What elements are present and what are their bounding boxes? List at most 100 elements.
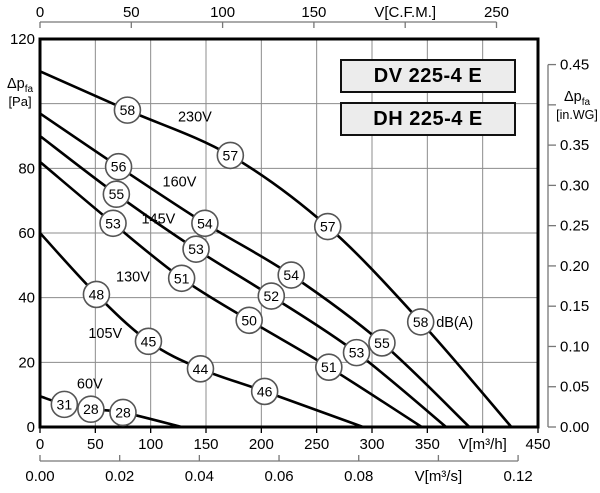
curve-160V [40,112,471,428]
db-marker-value: 54 [283,267,299,283]
db-marker-value: 57 [223,147,239,163]
x-axis-label: 100 [138,436,163,453]
top-ruler-label: 50 [123,4,140,21]
bottom-ruler-label: 0.12 [503,468,532,485]
series-label-130V: 130V [116,270,150,286]
y-left-title-main: Δp [6,76,25,92]
bottom-ruler-label: 0.06 [264,468,293,485]
y-right-title-main: Δp [563,89,582,105]
db-marker-value: 45 [141,333,157,349]
db-marker-value: 46 [257,383,273,399]
series-label-160V: 160V [163,174,197,190]
db-marker-value: 58 [120,102,136,118]
right-ruler-label: 0.00 [560,419,589,436]
db-marker-value: 50 [241,312,257,328]
y-left-label: 60 [18,225,35,242]
x-axis-label: 150 [193,436,218,453]
y-left-title-unit: [Pa] [8,94,32,110]
top-ruler-label: 100 [210,4,235,21]
model-badge-dv: DV 225-4 E [340,59,516,93]
y-left-label: 0 [27,419,35,436]
series-label-230V: 230V [178,110,212,126]
y-right-axis-title: Δpfa [in.WG] [554,89,600,123]
y-left-label: 120 [10,31,35,48]
y-right-title-sub: fa [581,96,591,108]
right-ruler-label: 0.05 [560,379,589,396]
right-ruler-label: 0.10 [560,338,589,355]
plot-frame [38,37,540,429]
db-unit-label: dB(A) [436,315,473,331]
y-left-label: 20 [18,354,35,371]
db-marker-value: 48 [89,286,105,302]
x-axis-label: V[m³/h] [458,436,506,453]
x-axis-label: 450 [525,436,550,453]
y-left-label: 40 [18,290,35,307]
db-marker-circle [257,282,286,310]
db-marker-circle [406,308,435,336]
db-marker-circle [167,264,196,293]
bottom-ruler-label: V[m³/s] [415,468,463,485]
series-label-60V: 60V [77,376,103,392]
db-marker-circle [99,209,127,238]
x-axis-label: 0 [36,436,44,453]
model-badge-dh: DH 225-4 E [340,102,516,136]
db-marker-circle [186,354,215,383]
db-marker-value: 53 [188,241,204,257]
db-marker-circle [250,377,279,406]
db-marker-value: 51 [321,359,337,375]
db-marker-circle [313,212,342,241]
right-ruler-label: 0.15 [560,298,589,315]
db-marker-circle [191,209,219,238]
db-marker-circle [113,96,142,124]
x-axis-label: 50 [87,436,104,453]
x-axis-label: 350 [415,436,440,453]
db-marker-circle [216,141,245,170]
db-marker-circle [315,353,343,381]
y-right-title-unit: [in.WG] [556,108,598,123]
top-ruler-label: 250 [484,4,509,21]
bottom-ruler-label: 0.00 [25,468,54,485]
right-ruler-label: 0.25 [560,218,589,235]
db-marker-value: 51 [174,270,190,286]
db-marker-circle [182,235,210,263]
series-label-145V: 145V [141,211,175,227]
db-marker-circle [235,306,263,335]
db-marker-value: 54 [197,215,213,231]
top-ruler-label: 150 [301,4,326,21]
x-axis-label: 250 [304,436,329,453]
db-marker-value: 57 [320,219,336,235]
db-marker-value: 55 [374,335,390,351]
db-marker-value: 53 [349,345,365,361]
bottom-ruler-label: 0.04 [185,468,214,485]
y-left-title-sub: fa [24,83,34,95]
db-marker-value: 44 [193,361,209,377]
right-ruler-label: 0.35 [560,137,589,154]
x-axis-label: 200 [249,436,274,453]
db-marker-circle [102,180,131,208]
db-marker-circle [82,280,111,309]
db-marker-value: 55 [109,186,125,202]
db-marker-value: 28 [83,401,99,417]
top-ruler-label: 0 [36,4,44,21]
y-left-label: 80 [18,160,35,177]
db-marker-value: 31 [57,396,73,412]
y-left-axis-title: Δpfa [Pa] [0,76,40,110]
top-ruler-label: V[C.F.M.] [374,4,436,21]
bottom-ruler-label: 0.02 [105,468,134,485]
db-marker-value: 52 [264,288,280,304]
bottom-ruler-label: 0.08 [344,468,373,485]
right-ruler-label: 0.20 [560,258,589,275]
series-label-105V: 105V [88,326,122,342]
db-marker-circle [277,261,306,289]
db-marker-value: 28 [115,404,131,420]
right-ruler-label: 0.45 [560,57,589,74]
right-ruler-label: 0.30 [560,177,589,194]
db-marker-circle [109,398,137,427]
x-axis-label: 300 [359,436,384,453]
db-marker-circle [342,338,371,367]
db-marker-circle [77,395,105,424]
db-marker-value: 58 [413,314,429,330]
db-marker-circle [50,390,79,419]
